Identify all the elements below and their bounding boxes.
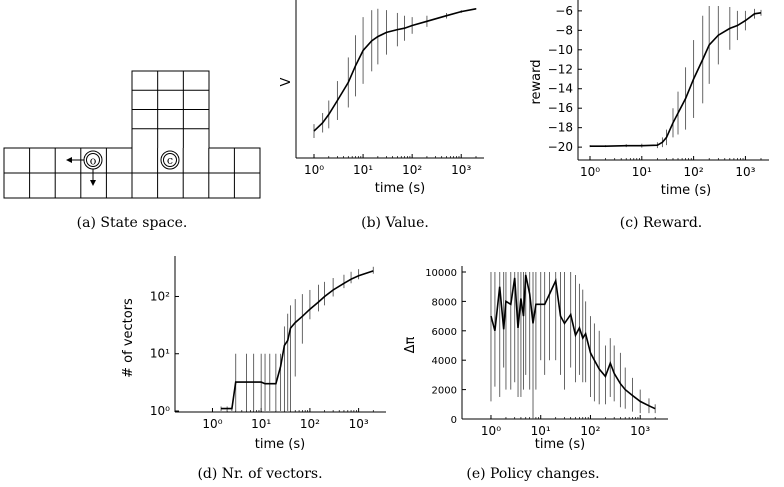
- x-tick-label: 10¹: [353, 163, 373, 177]
- y-tick-label: 2000: [432, 386, 457, 397]
- x-tick-label: 10³: [349, 417, 369, 431]
- reward-chart: 10⁰ 10¹ 10² 10³ −20 −18 −16 −14 −12 −10 −8 −6 time (…: [529, 0, 769, 198]
- x-axis-label: time (s): [255, 437, 305, 452]
- target-marker-label: c: [167, 154, 173, 167]
- agent-marker-label: o: [90, 155, 97, 168]
- caption-reward: (c) Reward.: [620, 215, 702, 231]
- y-tick-label: 10000: [425, 268, 457, 279]
- y-axis-label: V: [279, 77, 294, 86]
- down-arrow-icon: [90, 169, 96, 186]
- x-tick-label: 10²: [684, 165, 704, 179]
- x-axis-label: time (s): [661, 183, 711, 198]
- caption-vectors: (d) Nr. of vectors.: [197, 466, 322, 482]
- x-tick-label: 10⁰: [202, 417, 222, 431]
- mean-line: [221, 270, 374, 410]
- y-tick-label: −16: [548, 101, 573, 115]
- y-tick-label: −6: [555, 4, 573, 18]
- y-axis-label: # of vectors: [121, 298, 136, 378]
- y-tick-label: 6000: [432, 327, 457, 338]
- x-axis-label: time (s): [375, 181, 425, 196]
- caption-policy: (e) Policy changes.: [466, 466, 599, 482]
- x-tick-label: 10³: [630, 424, 650, 438]
- x-tick-label: 10³: [451, 163, 471, 177]
- y-tick-label: 0: [451, 415, 457, 426]
- x-tick-label: 10²: [300, 417, 320, 431]
- y-axis-label: Δπ: [403, 336, 418, 353]
- y-tick-label: 10¹: [150, 347, 170, 361]
- mean-line: [590, 12, 762, 147]
- caption-state-space: (a) State space.: [77, 215, 188, 231]
- x-tick-label: 10⁰: [304, 163, 324, 177]
- x-tick-label: 10³: [735, 165, 755, 179]
- x-tick-label: 10¹: [251, 417, 271, 431]
- value-chart: 10⁰ 10¹ 10² 10³ time (s) V: [279, 0, 484, 196]
- mean-line: [313, 8, 477, 132]
- y-tick-label: 10⁰: [150, 404, 170, 418]
- target-marker: c: [160, 150, 180, 170]
- y-tick-label: −8: [555, 23, 573, 37]
- agent-marker: o: [83, 150, 103, 170]
- y-tick-label: −14: [548, 82, 573, 96]
- left-arrow-icon: [66, 157, 84, 163]
- y-tick-label: −10: [548, 43, 573, 57]
- state-space-grid: [3, 70, 261, 199]
- y-tick-label: −12: [548, 62, 573, 76]
- x-tick-label: 10⁰: [580, 165, 600, 179]
- x-tick-label: 10²: [580, 424, 600, 438]
- y-tick-label: −18: [548, 121, 573, 135]
- mean-line: [490, 274, 656, 410]
- x-axis-label: time (s): [535, 437, 585, 452]
- x-tick-label: 10⁰: [481, 424, 501, 438]
- y-tick-label: −20: [548, 140, 573, 154]
- x-tick-label: 10¹: [632, 165, 652, 179]
- x-tick-label: 10²: [402, 163, 422, 177]
- x-tick-label: 10¹: [531, 424, 551, 438]
- policy-chart: 10⁰ 10¹ 10² 10³ 0 2000 4000 6000 8000 10000 time (…: [403, 266, 668, 452]
- y-axis-label: reward: [529, 59, 544, 104]
- caption-value: (b) Value.: [361, 215, 429, 231]
- vectors-chart: 10⁰ 10¹ 10² 10³ 10⁰ 10¹ 10² time (s) # of vector…: [121, 256, 386, 452]
- y-tick-label: 4000: [432, 356, 457, 367]
- y-tick-label: 10²: [150, 289, 170, 303]
- y-tick-label: 8000: [432, 297, 457, 308]
